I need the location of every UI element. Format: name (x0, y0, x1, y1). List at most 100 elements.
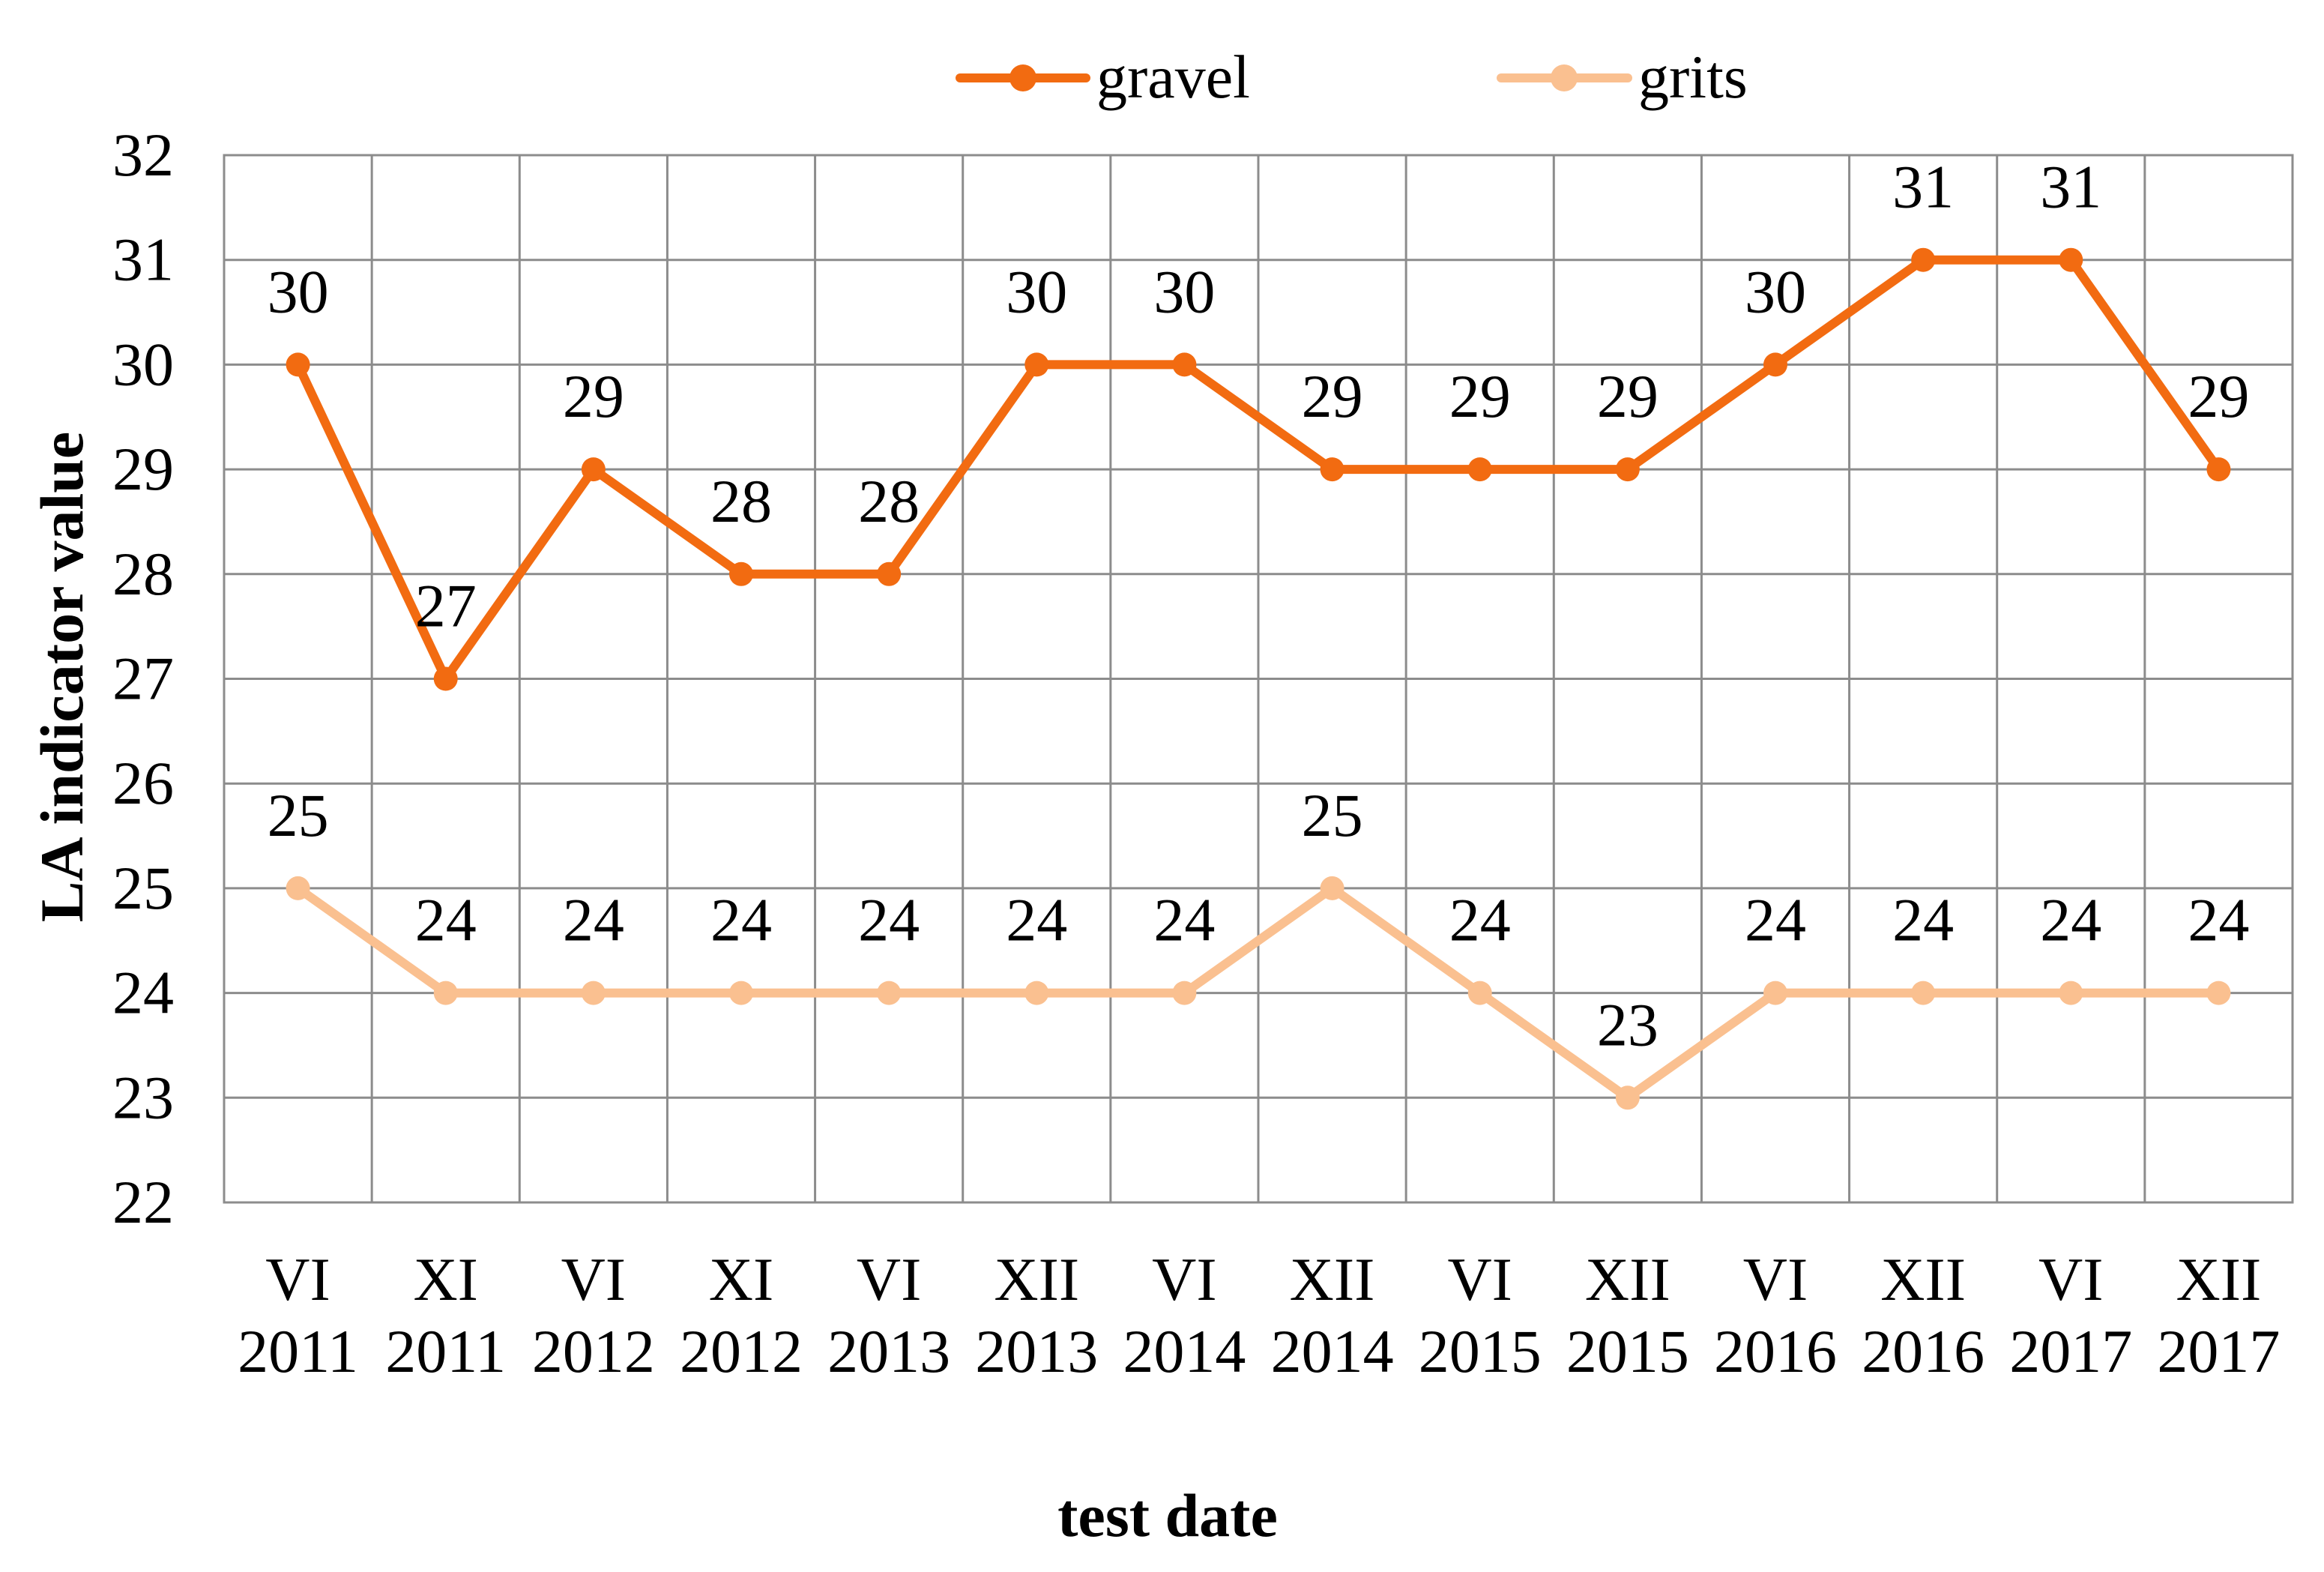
gravel-point (1172, 352, 1197, 377)
x-tick-label-year: 2011 (238, 1317, 358, 1385)
series-layer (286, 247, 2231, 1110)
gravel-point (433, 666, 458, 691)
gravel-data-label: 30 (1745, 257, 1806, 325)
x-tick-label-year: 2015 (1419, 1317, 1542, 1385)
gravel-data-label: 30 (1153, 257, 1215, 325)
y-tick-label: 28 (112, 540, 174, 608)
legend-swatch-marker (1551, 64, 1578, 91)
gravel-data-label: 29 (1302, 362, 1363, 430)
y-tick-label: 22 (112, 1168, 174, 1236)
grits-data-label: 24 (415, 886, 477, 954)
grits-line (293, 883, 2224, 1103)
gravel-data-label: 29 (2188, 362, 2249, 430)
legend-swatch-marker (1009, 64, 1036, 91)
x-tick-label-year: 2014 (1271, 1317, 1394, 1385)
y-tick-label: 29 (112, 435, 174, 503)
gravel-point (1763, 352, 1787, 377)
x-tick-label-year: 2016 (1862, 1317, 1985, 1385)
y-tick-label: 24 (112, 959, 174, 1027)
y-tick-label: 26 (112, 749, 174, 817)
gravel-data-label: 31 (2040, 153, 2101, 221)
grits-point (1172, 981, 1197, 1005)
x-tick-label-month: XII (1880, 1245, 1966, 1313)
grits-data-label: 24 (1892, 886, 1954, 954)
gravel-point (1911, 247, 1936, 272)
grits-data-label: 24 (1745, 886, 1806, 954)
legend-label: grits (1638, 43, 1748, 111)
x-tick-label-month: VI (561, 1245, 627, 1313)
legend-item-gravel: gravel (956, 43, 1250, 111)
x-axis-tick-labels: VI2011XI2011VI2012XI2012VI2013XII2013VI2… (238, 1245, 2280, 1385)
grits-point (2206, 981, 2231, 1005)
grits-data-label: 24 (563, 886, 624, 954)
x-tick-label-year: 2017 (2009, 1317, 2132, 1385)
x-tick-label-month: VI (1743, 1245, 1808, 1313)
grits-data-label: 24 (858, 886, 920, 954)
x-tick-label-year: 2016 (1714, 1317, 1837, 1385)
x-tick-label-month: VI (857, 1245, 922, 1313)
x-tick-label-month: XII (2176, 1245, 2262, 1313)
grits-point (1615, 1085, 1640, 1110)
y-tick-label: 27 (112, 645, 174, 713)
gravel-point (1320, 457, 1344, 482)
y-tick-label: 32 (112, 121, 174, 189)
x-tick-label-month: XII (994, 1245, 1079, 1313)
grits-point (1911, 981, 1936, 1005)
x-tick-label-month: XII (1290, 1245, 1375, 1313)
x-tick-label-year: 2014 (1123, 1317, 1246, 1385)
gravel-point (729, 561, 753, 586)
gravel-line (293, 255, 2224, 684)
x-tick-label-month: XI (413, 1245, 478, 1313)
x-tick-label-month: XII (1585, 1245, 1670, 1313)
grits-data-label: 24 (1153, 886, 1215, 954)
y-tick-label: 30 (112, 330, 174, 398)
x-tick-label-month: VI (265, 1245, 331, 1313)
gravel-point (2059, 247, 2083, 272)
gravel-data-label: 30 (1006, 257, 1067, 325)
x-tick-label-year: 2015 (1566, 1317, 1689, 1385)
gravel-data-label: 31 (1892, 153, 1954, 221)
legend-label: gravel (1096, 43, 1250, 111)
gravel-data-label: 27 (415, 572, 477, 640)
grits-data-label: 24 (1006, 886, 1067, 954)
x-tick-label-month: VI (1152, 1245, 1217, 1313)
grits-point (1467, 981, 1492, 1005)
gravel-point (581, 457, 606, 482)
grits-data-label: 24 (2040, 886, 2101, 954)
grits-point (286, 876, 310, 900)
y-axis-title: LA indicator value (28, 432, 96, 923)
plot-area-border (223, 154, 2294, 1204)
legend: gravel grits (956, 43, 1748, 111)
grits-point (2059, 981, 2083, 1005)
grits-data-label: 23 (1597, 990, 1659, 1058)
x-tick-label-year: 2012 (532, 1317, 655, 1385)
x-axis-title: test date (1057, 1481, 1278, 1550)
grits-point (1763, 981, 1787, 1005)
gravel-data-label: 28 (710, 467, 772, 535)
y-axis-tick-labels: 22 23 24 25 26 27 28 29 30 31 32 (112, 121, 174, 1236)
grits-point (729, 981, 753, 1005)
gravel-data-label: 29 (563, 362, 624, 430)
x-tick-label-year: 2011 (385, 1317, 506, 1385)
y-tick-label: 25 (112, 854, 174, 922)
grits-point (1320, 876, 1344, 900)
grits-data-label: 24 (1449, 886, 1511, 954)
grits-point (581, 981, 606, 1005)
x-tick-label-month: VI (2038, 1245, 2104, 1313)
gravel-data-label: 28 (858, 467, 920, 535)
y-tick-label: 31 (112, 226, 174, 294)
gravel-point (286, 352, 310, 377)
grits-point (1024, 981, 1049, 1005)
data-labels: 30 27 29 28 28 30 30 29 29 29 30 31 31 29 25 24 24 24 24 24… (268, 153, 2250, 1059)
x-tick-label-year: 2017 (2157, 1317, 2280, 1385)
grits-data-label: 24 (710, 886, 772, 954)
x-tick-label-month: VI (1447, 1245, 1512, 1313)
gravel-point (877, 561, 902, 586)
gravel-point (2206, 457, 2231, 482)
grits-data-label: 24 (2188, 886, 2249, 954)
x-tick-label-year: 2012 (680, 1317, 803, 1385)
grits-data-label: 25 (268, 781, 329, 849)
x-tick-label-year: 2013 (975, 1317, 1098, 1385)
gravel-point (1024, 352, 1049, 377)
